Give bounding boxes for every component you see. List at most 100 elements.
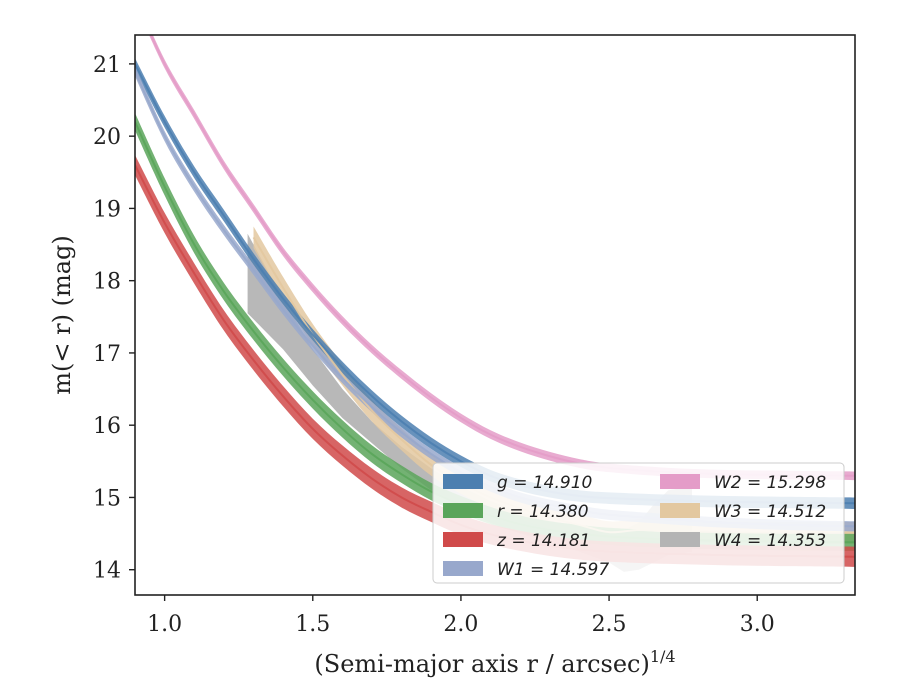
point-w4	[342, 403, 343, 404]
x-tick-label: 3.0	[740, 612, 775, 637]
point-z	[371, 478, 372, 479]
point-w2	[549, 456, 550, 457]
legend-label-r: r = 14.380	[497, 502, 589, 522]
point-w1	[194, 186, 195, 187]
band-w2	[149, 35, 855, 481]
point-w1	[312, 345, 313, 346]
legend-items: g = 14.910 r = 14.380 z = 14.181 W1 = 14.59…	[443, 473, 826, 580]
point-g	[431, 443, 432, 444]
point-w1	[431, 454, 432, 455]
point-g	[223, 215, 224, 216]
point-r	[431, 491, 432, 492]
point-r	[194, 244, 195, 245]
x-axis-ticks: 1.0 1.5 2.0 2.5 3.0	[147, 595, 775, 637]
y-tick-label: 16	[93, 414, 121, 439]
point-w3	[431, 464, 432, 465]
point-z	[253, 360, 254, 361]
legend-label-w1: W1 = 14.597	[497, 560, 609, 580]
point-w4	[283, 323, 284, 324]
point-g	[371, 396, 372, 397]
point-w1	[223, 230, 224, 231]
legend-label-w4: W4 = 14.353	[714, 531, 826, 551]
y-tick-label: 21	[93, 53, 121, 78]
point-z	[431, 511, 432, 512]
point-w2	[253, 208, 254, 209]
point-w3	[371, 410, 372, 411]
point-g	[312, 334, 313, 335]
point-w1	[164, 136, 165, 137]
point-w4	[312, 367, 313, 368]
point-w2	[342, 320, 343, 321]
point-g	[283, 298, 284, 299]
point-w4	[371, 432, 372, 433]
point-w3	[253, 237, 254, 238]
y-tick-label: 19	[93, 197, 121, 222]
y-tick-label: 18	[93, 270, 121, 295]
x-axis-label-main: (Semi-major axis r / arcsec)	[314, 650, 649, 678]
y-axis-ticks: 14 15 16 17 18 19 20 21	[93, 53, 135, 584]
point-r	[283, 367, 284, 368]
legend: g = 14.910 r = 14.380 z = 14.181 W1 = 14.59…	[432, 462, 845, 584]
point-z	[164, 222, 165, 223]
point-w2	[490, 434, 491, 435]
point-w3	[401, 439, 402, 440]
x-tick-label: 2.5	[592, 612, 627, 637]
x-tick-label: 2.0	[443, 612, 478, 637]
legend-swatch-w3	[660, 503, 700, 518]
y-tick-label: 15	[93, 486, 121, 511]
legend-swatch-w2	[660, 474, 700, 489]
point-w2	[164, 63, 165, 64]
legend-label-w2: W2 = 15.298	[714, 473, 826, 493]
legend-swatch-r	[443, 503, 483, 518]
point-g	[401, 421, 402, 422]
x-tick-label: 1.5	[295, 612, 330, 637]
point-w2	[520, 446, 521, 447]
legend-label-z: z = 14.181	[496, 531, 590, 551]
point-r	[342, 428, 343, 429]
point-w4	[401, 457, 402, 458]
point-w1	[342, 378, 343, 379]
point-w4	[431, 479, 432, 480]
legend-swatch-w4	[660, 532, 700, 547]
point-w2	[371, 349, 372, 350]
y-tick-label: 17	[93, 342, 121, 367]
x-tick-label: 1.0	[147, 612, 182, 637]
x-axis-label: (Semi-major axis r / arcsec)1/4	[314, 647, 675, 678]
point-r	[164, 186, 165, 187]
legend-frame	[432, 462, 845, 584]
point-r	[223, 291, 224, 292]
x-axis-label-exponent: 1/4	[650, 647, 676, 666]
point-w4	[247, 273, 248, 274]
point-w1	[401, 432, 402, 433]
legend-label-g: g = 14.910	[497, 473, 592, 493]
point-w3	[283, 287, 284, 288]
point-z	[283, 396, 284, 397]
point-g	[164, 121, 165, 122]
point-r	[401, 474, 402, 475]
point-g	[342, 367, 343, 368]
point-w2	[312, 287, 313, 288]
point-g	[460, 461, 461, 462]
point-w1	[283, 309, 284, 310]
plot-frame	[134, 34, 856, 596]
y-tick-label: 14	[93, 559, 121, 584]
y-tick-label: 20	[93, 125, 121, 150]
point-w2	[431, 397, 432, 398]
point-z	[223, 320, 224, 321]
point-r	[312, 399, 313, 400]
point-w3	[342, 374, 343, 375]
point-w1	[371, 407, 372, 408]
point-w1	[253, 269, 254, 270]
point-r	[253, 331, 254, 332]
point-w2	[223, 164, 224, 165]
point-w2	[401, 374, 402, 375]
point-w2	[460, 417, 461, 418]
point-g	[194, 172, 195, 173]
point-z	[194, 273, 195, 274]
legend-label-w3: W3 = 14.512	[714, 502, 826, 522]
point-r	[371, 454, 372, 455]
point-z	[401, 497, 402, 498]
point-g	[253, 258, 254, 259]
point-w2	[283, 251, 284, 252]
